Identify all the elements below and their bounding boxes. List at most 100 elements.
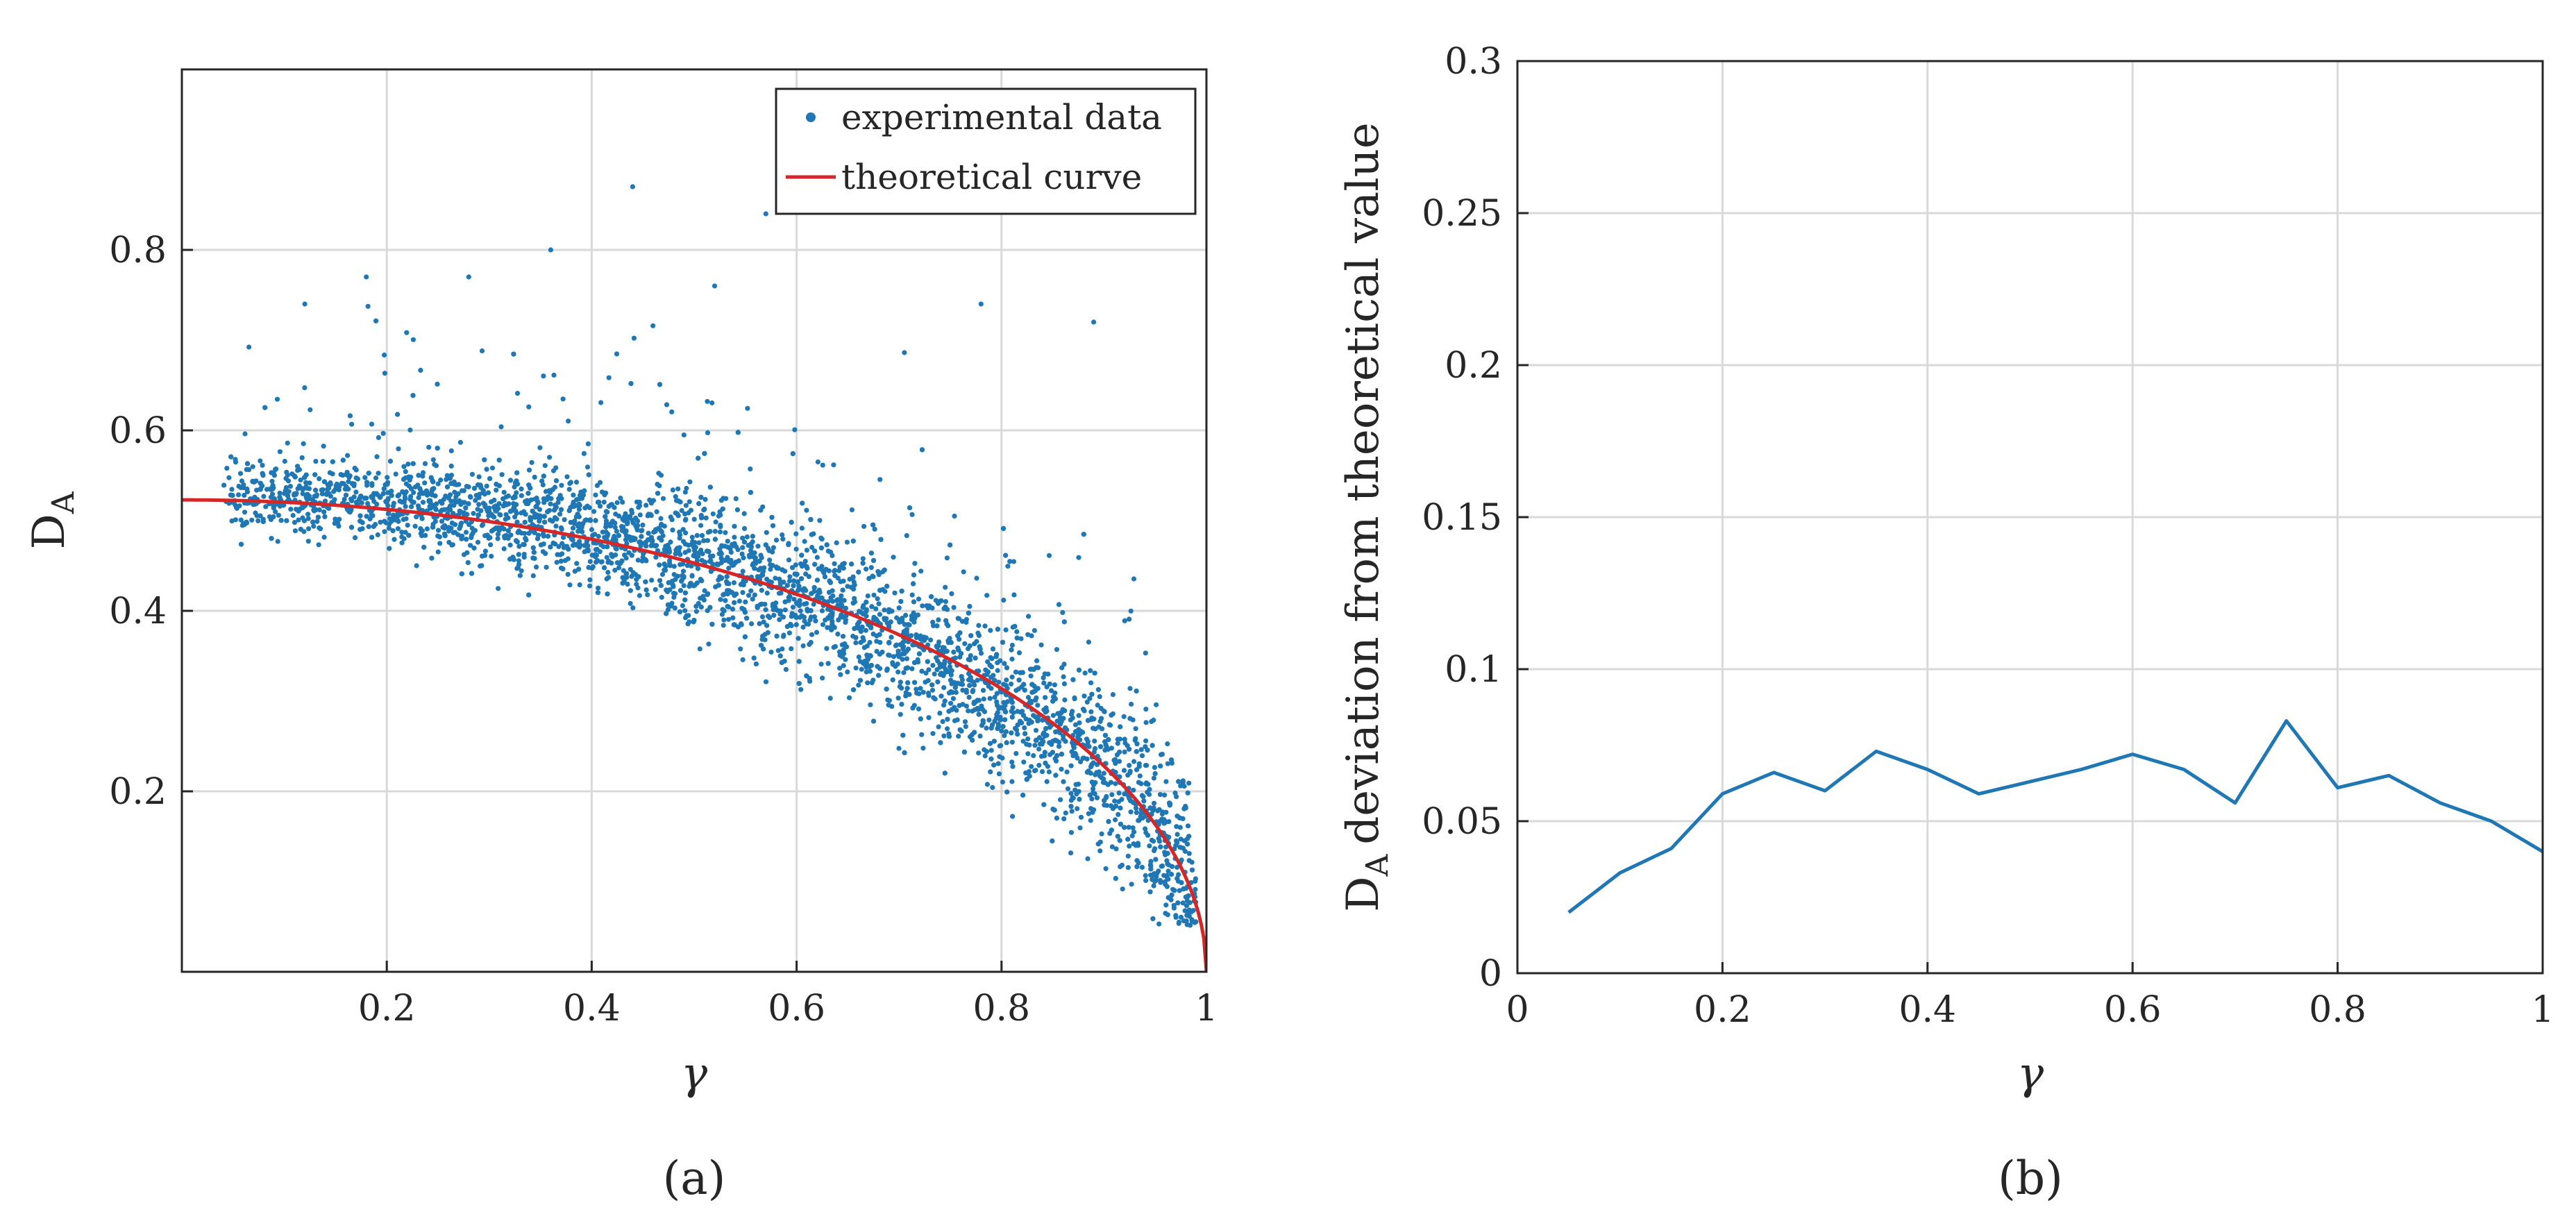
- a-scatter-point: [435, 481, 441, 487]
- a-scatter-point: [593, 518, 598, 523]
- a-scatter-point: [709, 621, 715, 627]
- a-scatter-point: [836, 649, 843, 655]
- a-scatter-point: [482, 548, 489, 554]
- a-scatter-point: [1039, 741, 1045, 747]
- a-scatter-point: [482, 504, 488, 510]
- a-scatter-point: [348, 496, 354, 502]
- a-scatter-point: [1171, 902, 1177, 908]
- a-scatter-point: [1094, 795, 1100, 800]
- a-scatter-point: [274, 396, 280, 402]
- a-scatter-point: [662, 567, 667, 573]
- b-y-axis-label-subscript: A: [1360, 853, 1395, 877]
- a-scatter-point: [1010, 764, 1016, 769]
- a-scatter-point: [311, 507, 317, 513]
- a-scatter-point: [616, 565, 622, 571]
- a-scatter-point: [259, 483, 265, 489]
- a-scatter-point: [988, 675, 994, 680]
- a-scatter-point: [579, 524, 584, 530]
- a-scatter-point: [1137, 773, 1143, 779]
- a-scatter-point: [1143, 763, 1149, 768]
- a-scatter-point: [706, 641, 712, 647]
- a-scatter-point: [1053, 729, 1059, 734]
- a-scatter-point: [892, 590, 898, 596]
- a-scatter-point: [1131, 829, 1137, 835]
- a-scatter-point: [507, 509, 514, 514]
- a-scatter-point: [996, 680, 1002, 685]
- a-scatter-point: [684, 563, 691, 569]
- a-scatter-point: [1020, 670, 1025, 675]
- a-scatter-point: [830, 624, 836, 630]
- a-scatter-point: [870, 631, 876, 637]
- a-scatter-point: [553, 478, 559, 484]
- a-scatter-point: [1077, 737, 1083, 743]
- a-scatter-point: [793, 546, 799, 552]
- a-scatter-point: [966, 694, 972, 700]
- a-scatter-point: [849, 562, 855, 567]
- a-x-tick-label: 0.8: [973, 988, 1030, 1029]
- a-scatter-point: [811, 601, 816, 607]
- a-scatter-point: [554, 559, 559, 565]
- a-scatter-point: [605, 591, 610, 597]
- a-scatter-point: [689, 563, 694, 569]
- a-scatter-point: [786, 630, 792, 636]
- a-scatter-point: [1024, 741, 1029, 747]
- a-scatter-point: [884, 616, 889, 621]
- a-scatter-point: [733, 496, 739, 502]
- a-scatter-point: [501, 546, 507, 552]
- a-scatter-point: [1018, 636, 1024, 641]
- a-scatter-point: [995, 702, 1000, 708]
- a-scatter-point: [1004, 665, 1010, 671]
- a-scatter-point: [482, 533, 488, 539]
- a-scatter-point: [528, 517, 534, 523]
- a-scatter-point: [619, 523, 625, 530]
- a-scatter-point: [707, 528, 713, 534]
- a-scatter-point: [1013, 727, 1020, 733]
- a-scatter-point: [637, 593, 643, 598]
- a-scatter-point: [1091, 319, 1097, 325]
- a-scatter-point: [1000, 724, 1006, 730]
- a-scatter-point: [870, 573, 875, 579]
- a-scatter-point: [865, 680, 870, 686]
- a-scatter-point: [1014, 629, 1020, 634]
- a-scatter-point: [637, 539, 642, 545]
- a-scatter-point: [966, 708, 971, 714]
- a-scatter-point: [1077, 825, 1083, 831]
- a-scatter-point: [827, 589, 832, 595]
- a-scatter-point: [877, 632, 882, 637]
- a-scatter-point: [628, 600, 633, 607]
- b-y-tick-label: 0.2: [1445, 345, 1502, 387]
- a-scatter-point: [541, 373, 546, 379]
- a-scatter-point: [1022, 687, 1027, 693]
- a-scatter-point: [1011, 592, 1017, 598]
- a-scatter-point: [1078, 814, 1084, 820]
- a-scatter-point: [1038, 754, 1045, 759]
- a-scatter-point: [383, 520, 389, 525]
- a-scatter-point: [332, 519, 338, 525]
- a-scatter-point: [805, 621, 811, 627]
- a-scatter-point: [1068, 850, 1074, 856]
- a-scatter-point: [770, 563, 775, 569]
- a-scatter-point: [1178, 845, 1184, 850]
- a-scatter-point: [905, 680, 911, 686]
- a-scatter-point: [857, 677, 863, 683]
- a-scatter-point: [565, 571, 571, 578]
- a-scatter-point: [357, 519, 363, 524]
- a-scatter-point: [1176, 779, 1181, 784]
- a-scatter-point: [613, 512, 618, 517]
- a-scatter-point: [564, 474, 570, 480]
- a-scatter-point: [1145, 832, 1151, 838]
- a-scatter-point: [972, 641, 977, 647]
- a-scatter-point: [545, 509, 550, 514]
- a-scatter-point: [1186, 834, 1192, 839]
- a-scatter-point: [791, 596, 797, 602]
- a-scatter-point: [1042, 750, 1047, 755]
- a-scatter-point: [489, 465, 496, 471]
- a-scatter-point: [1095, 841, 1101, 847]
- a-scatter-point: [410, 461, 416, 466]
- a-scatter-point: [1014, 635, 1020, 641]
- a-scatter-point: [932, 671, 937, 677]
- a-scatter-point: [1077, 796, 1082, 802]
- a-scatter-point: [844, 644, 850, 650]
- a-scatter-point: [1186, 893, 1191, 899]
- a-scatter-point: [601, 499, 607, 505]
